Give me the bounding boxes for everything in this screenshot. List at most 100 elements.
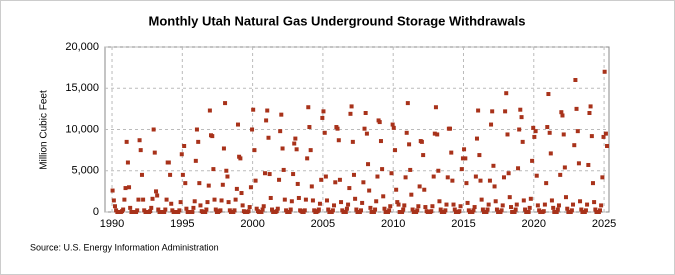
point <box>485 207 490 212</box>
point <box>361 180 366 185</box>
point <box>464 181 469 186</box>
point <box>225 174 230 179</box>
point <box>293 136 298 141</box>
point <box>463 156 468 161</box>
point <box>507 195 512 200</box>
point <box>149 205 154 210</box>
point <box>388 204 393 209</box>
x-tick-label: 2010 <box>381 218 405 230</box>
point <box>458 204 463 209</box>
point <box>416 204 421 209</box>
point <box>492 184 497 189</box>
point <box>250 127 255 132</box>
y-tick-label: 0 <box>93 206 99 218</box>
point <box>223 101 228 106</box>
point <box>548 151 553 156</box>
point <box>226 200 231 205</box>
point <box>603 131 608 136</box>
point <box>503 109 508 114</box>
point <box>177 208 182 213</box>
point <box>219 198 224 203</box>
point <box>218 208 223 213</box>
point <box>348 111 353 116</box>
point <box>560 113 565 118</box>
point <box>396 202 401 207</box>
point <box>351 172 356 177</box>
point <box>443 208 448 213</box>
point <box>408 167 413 172</box>
point <box>169 201 174 206</box>
x-tick-label: 2025 <box>592 218 616 230</box>
point <box>431 174 436 179</box>
point <box>530 158 535 163</box>
point <box>137 138 142 143</box>
point <box>152 150 157 155</box>
point <box>489 122 494 127</box>
point <box>192 199 197 204</box>
point <box>339 200 344 205</box>
point <box>546 92 551 97</box>
point <box>569 208 574 213</box>
point <box>459 167 464 172</box>
point <box>326 207 331 212</box>
point <box>542 202 547 207</box>
point <box>366 162 371 167</box>
point <box>506 171 511 176</box>
point <box>437 199 442 204</box>
point <box>354 207 359 212</box>
point <box>240 203 245 208</box>
point <box>164 197 169 202</box>
point <box>254 206 259 211</box>
point <box>110 188 115 193</box>
point <box>561 132 566 137</box>
point <box>148 209 153 214</box>
y-axis-label: Million Cubic Feet <box>39 90 50 170</box>
point <box>377 120 382 125</box>
point <box>308 148 313 153</box>
point <box>125 160 130 165</box>
point <box>267 172 272 177</box>
point <box>127 185 132 190</box>
point <box>390 122 395 127</box>
x-tick-label: 1995 <box>170 218 194 230</box>
point <box>555 207 560 212</box>
point <box>162 210 167 214</box>
point <box>394 187 399 192</box>
point <box>401 207 406 212</box>
point <box>526 210 531 214</box>
point <box>579 207 584 212</box>
point <box>268 195 273 200</box>
point <box>452 207 457 212</box>
point <box>573 78 578 82</box>
point <box>605 144 610 148</box>
point <box>403 175 408 180</box>
point <box>275 206 280 211</box>
point <box>478 178 483 183</box>
point <box>435 132 440 137</box>
source-note: Source: U.S. Energy Information Administ… <box>30 242 219 252</box>
point <box>445 175 450 180</box>
point <box>156 207 161 212</box>
point <box>576 161 581 166</box>
point <box>166 160 171 165</box>
point <box>527 205 532 210</box>
point <box>588 104 593 109</box>
point <box>122 197 127 202</box>
point <box>528 196 533 201</box>
point <box>505 132 510 137</box>
x-tick-label: 2020 <box>522 218 546 230</box>
point <box>373 207 378 212</box>
point <box>183 181 188 186</box>
point <box>381 194 386 199</box>
x-tick-label: 2015 <box>451 218 475 230</box>
point <box>238 156 243 161</box>
point <box>476 108 481 113</box>
point <box>472 205 477 210</box>
point <box>504 91 509 96</box>
point <box>587 111 592 115</box>
point <box>593 207 598 212</box>
point <box>154 189 159 194</box>
chart-title: Monthly Utah Natural Gas Underground Sto… <box>149 13 526 28</box>
point <box>279 112 284 117</box>
point <box>307 125 312 130</box>
